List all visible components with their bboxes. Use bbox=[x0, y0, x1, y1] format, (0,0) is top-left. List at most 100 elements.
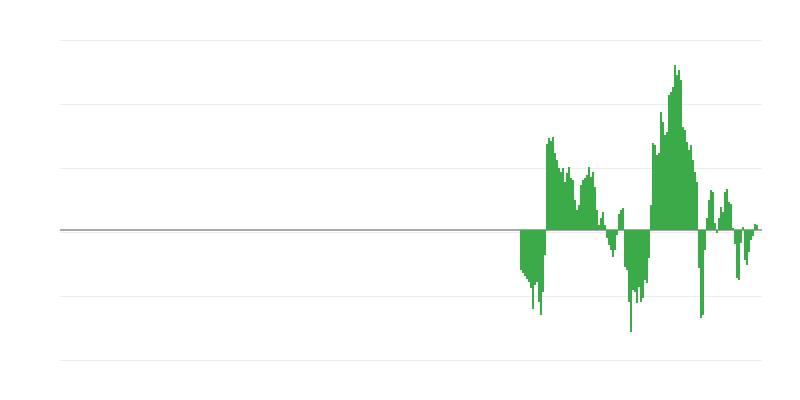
bar-negative bbox=[544, 230, 546, 255]
bar-negative bbox=[736, 230, 738, 278]
bar-negative bbox=[528, 230, 530, 282]
bar-positive bbox=[656, 155, 658, 230]
bar-positive bbox=[722, 212, 724, 230]
zero-baseline-line bbox=[60, 229, 762, 231]
bar-negative bbox=[752, 230, 754, 236]
bar-positive bbox=[726, 189, 728, 230]
bar-positive bbox=[550, 141, 552, 230]
bar-negative bbox=[606, 230, 608, 238]
bar-positive bbox=[728, 202, 730, 230]
bar-negative bbox=[522, 230, 524, 273]
bar-negative bbox=[744, 230, 746, 260]
bar-negative bbox=[630, 230, 632, 332]
bar-negative bbox=[616, 230, 618, 235]
bar-negative bbox=[540, 230, 542, 315]
bar-positive bbox=[546, 144, 548, 230]
bar-positive bbox=[686, 142, 688, 230]
bar-positive bbox=[592, 172, 594, 230]
bar-positive bbox=[668, 95, 670, 230]
bar-positive bbox=[684, 130, 686, 230]
bar-negative bbox=[634, 230, 636, 292]
bar-positive bbox=[690, 145, 692, 230]
bar-negative bbox=[538, 230, 540, 302]
bar-negative bbox=[530, 230, 532, 288]
bar-positive bbox=[548, 138, 550, 230]
bar-negative bbox=[542, 230, 544, 292]
bar-negative bbox=[738, 230, 740, 280]
bar-positive bbox=[596, 210, 598, 230]
bar-positive bbox=[564, 182, 566, 230]
bar-negative bbox=[716, 230, 718, 233]
bar-positive bbox=[622, 208, 624, 230]
bar-positive bbox=[692, 160, 694, 230]
bar-negative bbox=[632, 230, 634, 290]
bar-positive bbox=[560, 172, 562, 230]
bar-positive bbox=[650, 205, 652, 230]
bar-positive bbox=[570, 178, 572, 230]
bar-negative bbox=[648, 230, 650, 258]
bar-positive bbox=[724, 192, 726, 230]
bar-negative bbox=[524, 230, 526, 276]
bar-negative bbox=[614, 230, 616, 250]
bar-negative bbox=[536, 230, 538, 282]
bar-negative bbox=[644, 230, 646, 280]
bar-negative bbox=[646, 230, 648, 283]
bar-positive bbox=[556, 160, 558, 230]
bar-positive bbox=[660, 112, 662, 230]
bar-positive bbox=[670, 92, 672, 230]
bar-positive bbox=[682, 127, 684, 230]
bar-positive bbox=[580, 185, 582, 230]
bar-positive bbox=[742, 227, 744, 230]
bar-negative bbox=[534, 230, 536, 285]
horizontal-gridline bbox=[60, 168, 762, 169]
bar-positive bbox=[652, 143, 654, 230]
bar-positive bbox=[598, 225, 600, 230]
bar-negative bbox=[624, 230, 626, 267]
bar-positive bbox=[712, 192, 714, 230]
bar-negative bbox=[750, 230, 752, 240]
horizontal-gridline bbox=[60, 296, 762, 297]
bar-positive bbox=[706, 218, 708, 230]
bar-positive bbox=[582, 180, 584, 230]
bar-positive bbox=[666, 132, 668, 230]
bar-positive bbox=[730, 204, 732, 230]
bar-positive bbox=[672, 87, 674, 230]
bar-positive bbox=[558, 168, 560, 230]
bar-positive bbox=[586, 175, 588, 230]
horizontal-gridline bbox=[60, 104, 762, 105]
bar-negative bbox=[612, 230, 614, 257]
bar-negative bbox=[638, 230, 640, 287]
bar-negative bbox=[748, 230, 750, 252]
bar-positive bbox=[664, 135, 666, 230]
bar-positive bbox=[662, 122, 664, 230]
bar-positive bbox=[584, 178, 586, 230]
bar-negative bbox=[640, 230, 642, 302]
bar-positive bbox=[604, 225, 606, 230]
bar-negative bbox=[608, 230, 610, 245]
bar-negative bbox=[698, 230, 700, 268]
bar-positive bbox=[678, 70, 680, 230]
bar-negative bbox=[628, 230, 630, 302]
bar-positive bbox=[718, 218, 720, 230]
bar-positive bbox=[696, 182, 698, 230]
bar-positive bbox=[566, 173, 568, 230]
bar-negative bbox=[636, 230, 638, 303]
bar-positive bbox=[618, 214, 620, 230]
horizontal-gridline bbox=[60, 232, 762, 233]
bar-negative bbox=[642, 230, 644, 298]
bar-positive bbox=[552, 137, 554, 230]
bar-positive bbox=[714, 223, 716, 230]
bar-positive bbox=[654, 145, 656, 230]
bar-positive bbox=[732, 228, 734, 230]
bar-positive bbox=[688, 150, 690, 230]
bar-negative bbox=[702, 230, 704, 315]
bar-positive bbox=[710, 190, 712, 230]
bar-positive bbox=[554, 153, 556, 230]
bar-positive bbox=[676, 75, 678, 230]
horizontal-gridline bbox=[60, 40, 762, 41]
bar-positive bbox=[574, 200, 576, 230]
bar-positive bbox=[600, 218, 602, 230]
bar-negative bbox=[626, 230, 628, 270]
